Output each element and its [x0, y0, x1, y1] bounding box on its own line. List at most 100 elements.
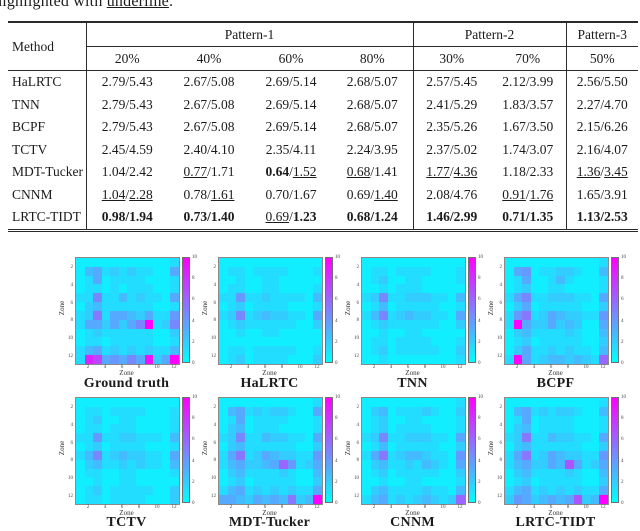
heatmap-cell: [261, 459, 271, 469]
metric-value: 3.07: [529, 141, 554, 157]
heatmap-cell: [313, 310, 322, 320]
heatmap-cell: [270, 415, 280, 425]
heatmap-cell: [279, 459, 288, 469]
y-tick-label: 10: [353, 335, 359, 341]
pattern-group-header: Pattern-2: [413, 21, 567, 47]
heatmap-cell: [84, 266, 94, 276]
heatmap-cell: [539, 495, 548, 504]
heatmap-cell: [513, 275, 523, 285]
heatmap-cell: [513, 319, 523, 329]
heatmap-cell: [456, 468, 465, 478]
heatmap-cell: [387, 284, 397, 294]
metric-value: 2.45: [101, 141, 126, 157]
heatmap-cell: [404, 442, 414, 451]
heatmap-cell: [396, 266, 405, 276]
heatmap-cell: [379, 424, 388, 434]
heatmap-cell: [456, 319, 465, 329]
metric-value: 2.41: [426, 96, 450, 112]
heatmap-cell: [93, 275, 102, 285]
heatmap-cell: [556, 406, 566, 416]
heatmap-cell: [244, 337, 254, 347]
heatmap-cell: [370, 477, 380, 487]
heatmap-cell: [362, 486, 371, 496]
heatmap-cell: [153, 266, 162, 276]
heatmap-cell: [565, 293, 574, 303]
panel-caption: MDT-Tucker: [228, 515, 311, 530]
metric-cell: 0.69/1.23: [250, 206, 332, 232]
y-tick-label: 8: [213, 317, 216, 323]
heatmap-cell: [565, 355, 574, 364]
heatmap-cell: [227, 284, 237, 294]
heatmap-cell: [118, 477, 128, 487]
metric-value: 1.40: [210, 209, 235, 224]
y-tick-label: 10: [210, 335, 216, 341]
heatmap-cell: [547, 442, 557, 451]
heatmap-cell: [84, 293, 94, 303]
heatmap-cell: [253, 442, 262, 451]
heatmap-cell: [362, 337, 371, 347]
heatmap-cell: [110, 398, 119, 407]
colorbar-tick-label: 10: [192, 254, 198, 260]
heatmap-cell: [387, 266, 397, 276]
metric-separator: /: [525, 209, 530, 224]
heatmap-cell: [153, 495, 162, 504]
heatmap-cell: [153, 310, 162, 320]
heatmap-cell: [599, 293, 608, 303]
heatmap-cell: [404, 319, 414, 329]
heatmap-cell: [505, 310, 514, 320]
metric-value: 0.69: [346, 186, 371, 202]
heatmap-cell: [118, 284, 128, 294]
heatmap-cell: [413, 406, 423, 416]
heatmap-cell: [456, 284, 465, 294]
heatmap-cell: [530, 319, 540, 329]
heatmap-cell: [582, 355, 591, 364]
heatmap-cell: [93, 398, 102, 407]
heatmap-cell: [447, 293, 457, 303]
colorbar: [611, 257, 619, 363]
heatmap-cell: [547, 398, 557, 407]
heatmap-cell: [304, 266, 314, 276]
metric-cell: 2.79/5.43: [86, 116, 168, 139]
heatmap-cell: [513, 433, 523, 443]
heatmap-cell: [547, 284, 557, 294]
heatmap-cell: [136, 310, 145, 320]
heatmap-cell: [161, 459, 171, 469]
heatmap-cell: [93, 442, 102, 451]
heatmap-cell: [127, 355, 137, 364]
heatmap-cell: [136, 266, 145, 276]
heatmap-panel-lrtc-tidt: Zone 2 4 6 8 10 12 10 8 6 4 2 0 2 4 6 8 10 12 Zone: [487, 392, 632, 517]
heatmap-cell: [161, 310, 171, 320]
heatmap-cell: [279, 293, 288, 303]
heatmap-cell: [530, 328, 540, 338]
heatmap-cell: [573, 459, 583, 469]
heatmap-cell: [110, 424, 119, 434]
heatmap-cell: [456, 337, 465, 347]
metric-cell: 0.69/1.40: [332, 183, 414, 206]
heatmap-cell: [76, 355, 85, 364]
heatmap-cell: [136, 468, 145, 478]
heatmap-cell: [261, 328, 271, 338]
heatmap-cell: [370, 266, 380, 276]
metric-cell: 2.68/5.07: [332, 116, 414, 139]
heatmap-cell: [161, 355, 171, 364]
heatmap-cell: [590, 284, 600, 294]
heatmap-cell: [101, 477, 111, 487]
heatmap-cell: [599, 266, 608, 276]
heatmap-cell: [422, 495, 431, 504]
heatmap-cell: [93, 266, 102, 276]
x-tick-label: 6: [120, 364, 124, 370]
heatmap-cell: [565, 406, 574, 416]
heatmap-cell: [565, 495, 574, 504]
colorbar-tick-label: 2: [621, 339, 624, 345]
heatmap-cell: [422, 398, 431, 407]
metric-value: 1.67: [292, 186, 317, 202]
heatmap-cell: [447, 310, 457, 320]
heatmap-cell: [539, 415, 548, 425]
heatmap-cell: [253, 459, 262, 469]
heatmap-cell: [404, 266, 414, 276]
heatmap-cell: [118, 355, 128, 364]
heatmap-cell: [396, 310, 405, 320]
method-name: MDT-Tucker: [8, 161, 87, 184]
heatmap-cell: [530, 406, 540, 416]
heatmap-cell: [136, 319, 145, 329]
